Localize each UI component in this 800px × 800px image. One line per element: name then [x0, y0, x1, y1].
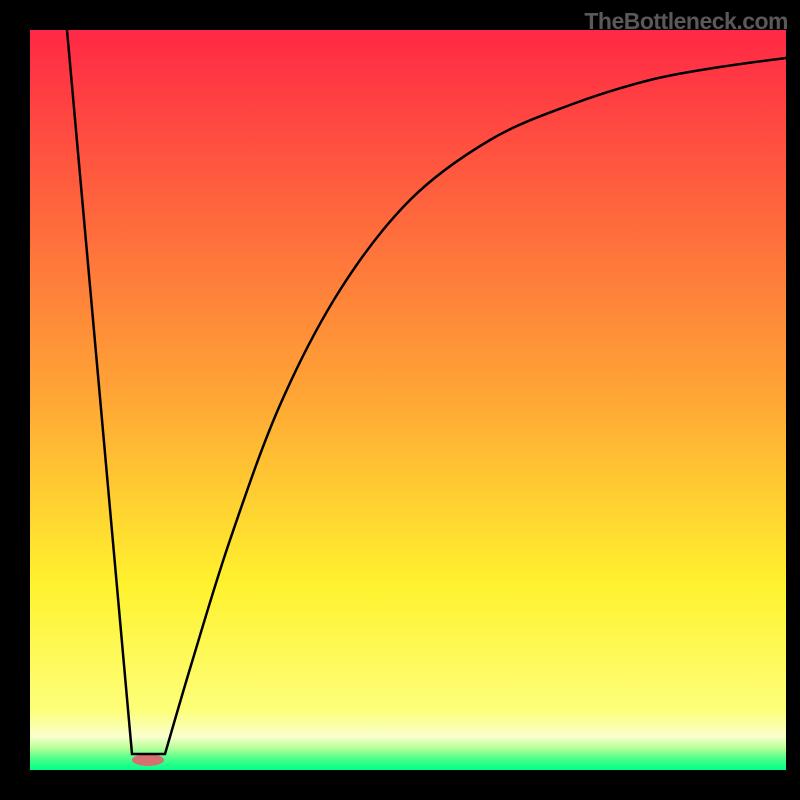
plot-background [30, 30, 786, 770]
optimal-marker [132, 754, 164, 766]
chart-svg [0, 0, 800, 800]
bottleneck-chart: TheBottleneck.com [0, 0, 800, 800]
chart-border [0, 0, 30, 800]
chart-border [786, 0, 800, 800]
chart-border [0, 770, 800, 800]
watermark-text: TheBottleneck.com [584, 8, 788, 35]
